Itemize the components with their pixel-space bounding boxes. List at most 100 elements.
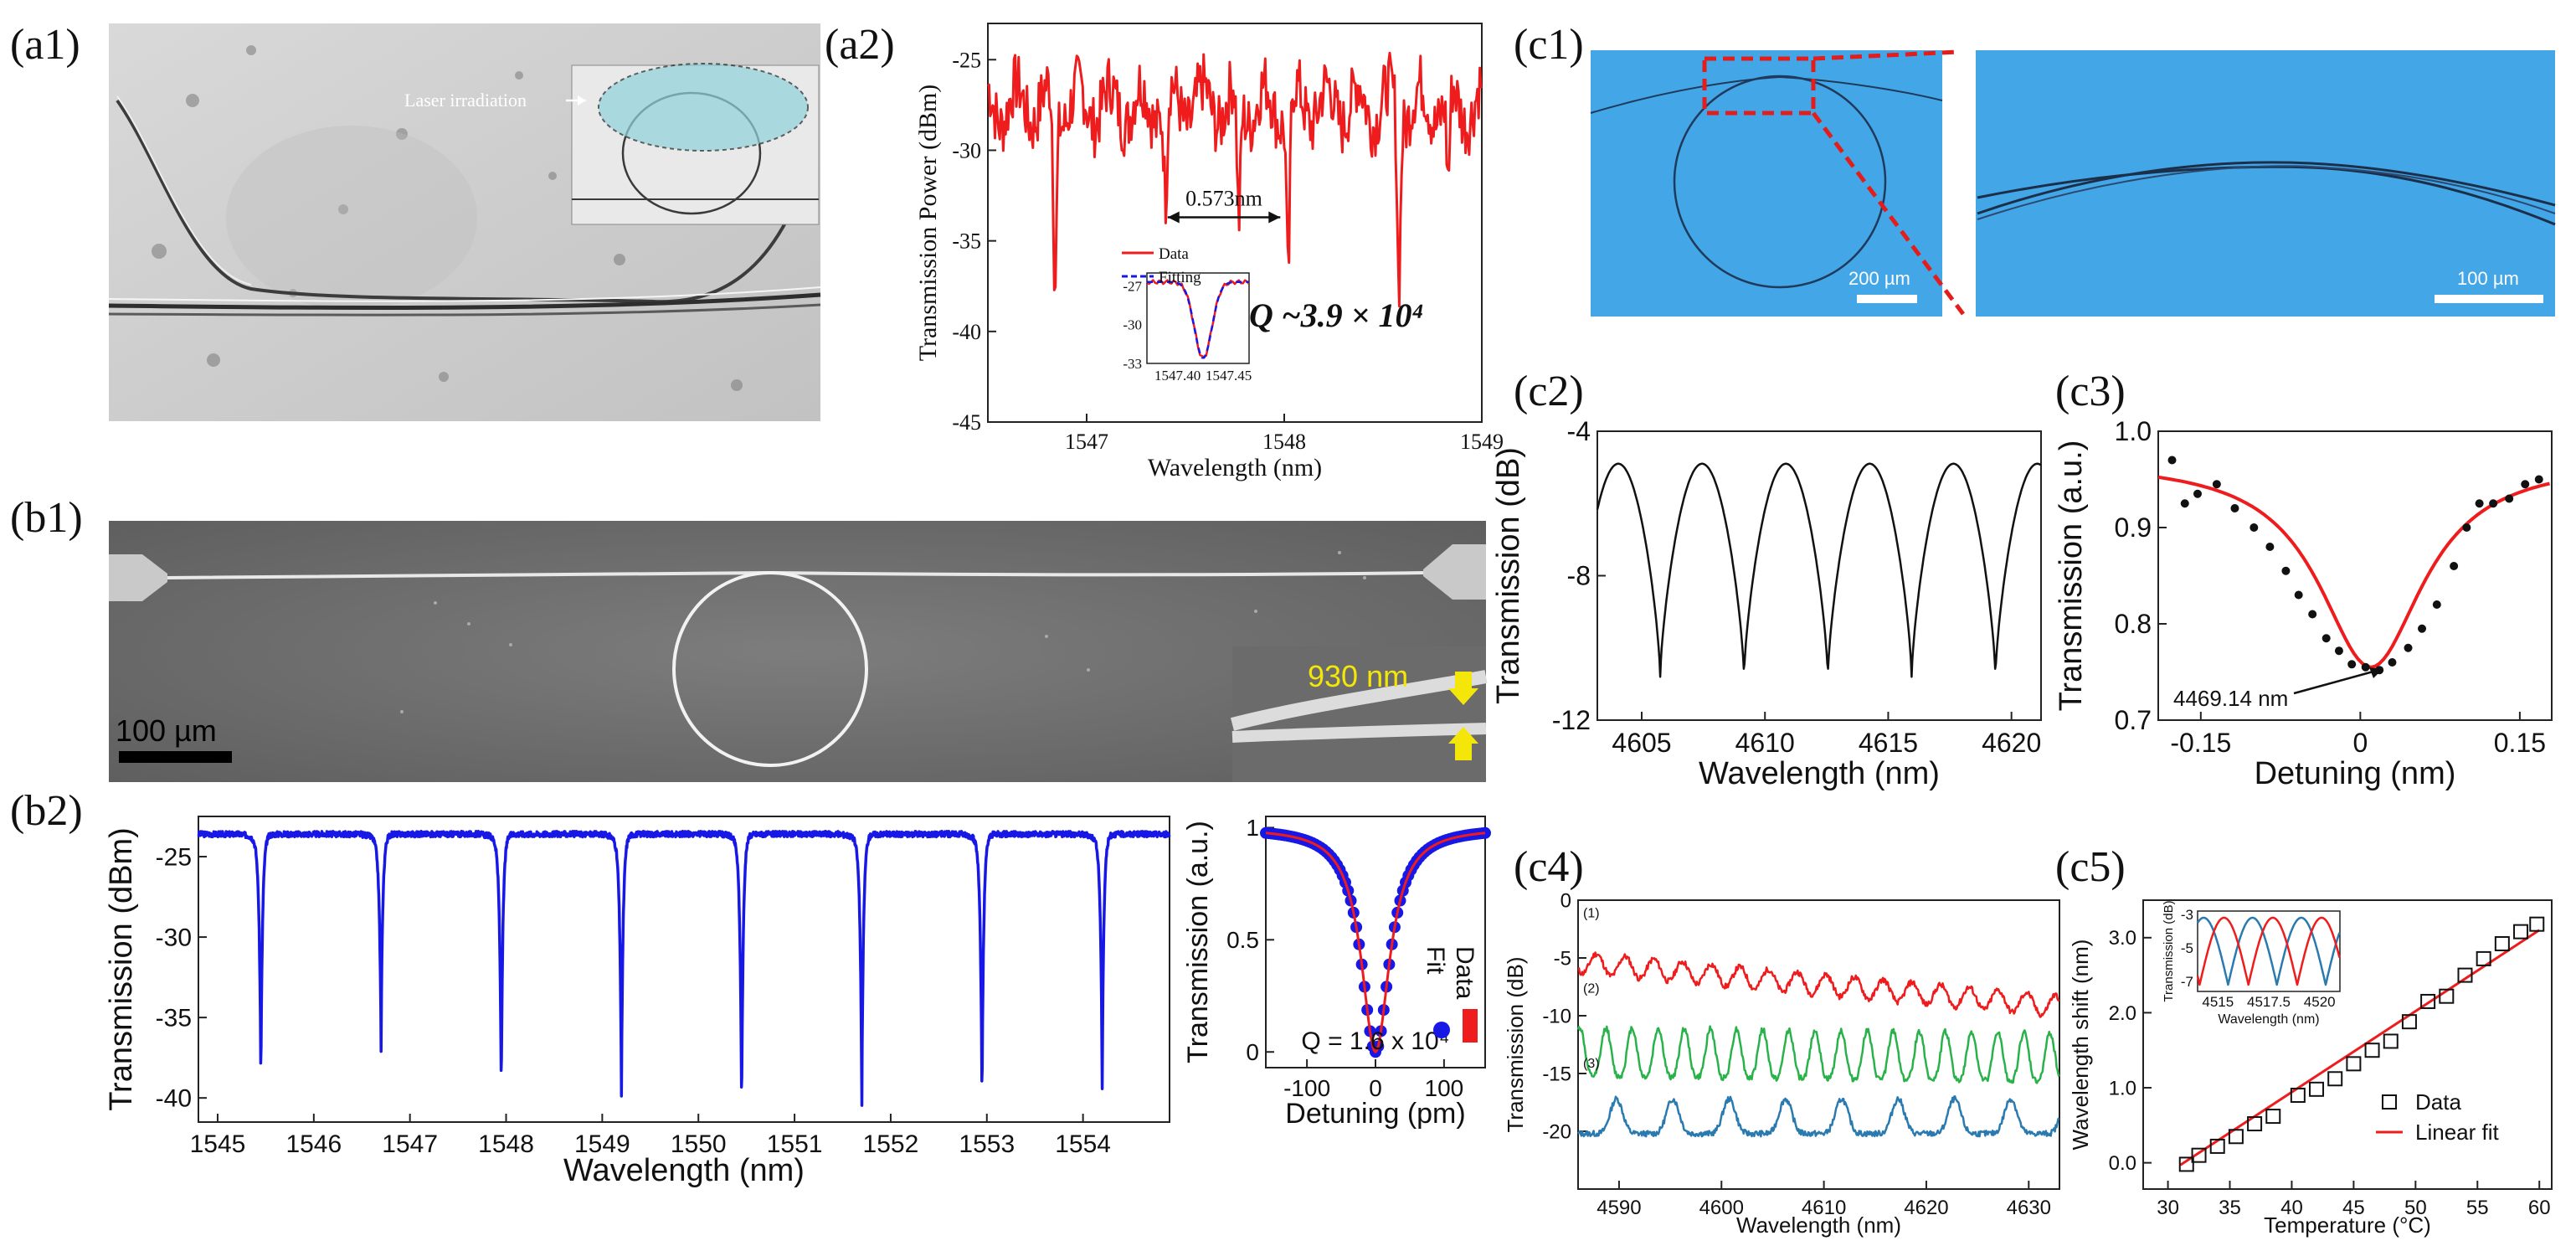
c3-data-point [2334,646,2343,656]
c3-data-point [2534,475,2543,484]
b2-q-annotation: Q = 1.6 x 10⁴ [1301,1027,1449,1055]
c3-ytick-label: 1.0 [2115,416,2152,446]
c5-xtick-label: 50 [2404,1197,2427,1219]
a2-inset-xtick-label: 1547.45 [1206,368,1252,384]
a2-inset-data-line [1146,279,1250,358]
c3-data-point [2462,523,2471,532]
c3-ytick-label: 0.8 [2115,609,2152,639]
a2-xtick-label: 1549 [1460,430,1504,454]
a2-arrowhead-right [1268,211,1281,224]
label-c3: (c3) [2055,368,2126,415]
c3-data-point [2167,456,2177,465]
c3-data-point [2347,660,2357,669]
label-c5: (c5) [2055,843,2126,891]
c5-data-point [2401,1014,2417,1030]
b2-left-ytick-label: -35 [156,1005,192,1032]
c3-data-point [2193,489,2202,498]
c4-xtick-label: 4610 [1802,1197,1846,1219]
c5-inset-ylabel: Transmission (dB) [2162,900,2176,1001]
b2-right-xtick-label: -100 [1283,1075,1330,1101]
a2-inset-ytick-label: -30 [1123,317,1142,333]
c3-frame [2157,430,2553,721]
c3-arrow [2293,668,2380,695]
c3-data-point [2404,643,2413,652]
c4-frame [1577,899,2060,1190]
c2-ylabel: Transmission (dB) [1491,447,1526,704]
label-b1: (b1) [10,494,83,542]
c5-data-point [2191,1147,2207,1163]
c3-data-point [2388,658,2397,667]
c4-xtick-label: 4620 [1904,1197,1948,1219]
a2-xlabel: Wavelength (nm) [1148,454,1322,481]
b2-legend-fit: Fit [1422,946,1449,975]
c4-series-label-3: (3) [1583,1057,1600,1071]
a2-ytick-label: -40 [952,320,981,344]
b2-left-axes: 1545 1546 1547 1548 1549 1550 1551 1552 1553 1554… [104,816,1170,1188]
a2-q-annotation: Q ~3.9 × 10⁴ [1249,296,1423,334]
c5-inset-line-2 [2196,916,2341,986]
b2-left-ytick-label: -40 [156,1085,192,1113]
label-b2: (b2) [10,787,83,835]
b2-left-xtick-label: 1551 [767,1130,823,1158]
c5-xtick-label: 55 [2466,1197,2489,1219]
b2-fit-line [1265,832,1486,1053]
c5-xtick-label: 60 [2528,1197,2551,1219]
a2-frame [987,23,1483,423]
c4-xlabel: Wavelength (nm) [1736,1213,1901,1238]
a2-arrowhead-left [1167,211,1180,224]
c3-data-point [2294,590,2303,600]
c3-data-point [2418,624,2427,633]
c5-ytick-label: 1.0 [2109,1077,2136,1099]
c5-inset-xlabel: Wavelength (nm) [2218,1012,2319,1027]
c2-xtick-label: 4610 [1735,728,1795,758]
c5-ytick-label: 3.0 [2109,927,2136,950]
a2-fsr-label: 0.573nm [1185,187,1262,211]
a2-ylabel: Transmission Power (dBm) [914,85,942,362]
c5-xtick-label: 40 [2280,1197,2303,1219]
c5-data-point [2513,924,2529,940]
c5-inset-ytick-label: -7 [2181,974,2193,990]
c5-inset-ytick-label: -5 [2181,940,2193,956]
c3-data-point [2230,504,2239,512]
a2-series-line [986,51,1483,308]
c5-ytick-label: 0.0 [2109,1152,2136,1175]
c5-data-point [2290,1087,2306,1103]
c5-xtick-label: 30 [2157,1197,2179,1219]
c3-annotation: 4469.14 nm [2173,686,2288,711]
a2-xtick-label: 1547 [1065,430,1108,454]
c4-series-line-1 [1577,951,2060,1018]
c4-xtick-label: 4630 [2007,1197,2051,1219]
label-c2: (c2) [1514,368,1584,415]
label-a1: (a1) [10,21,80,69]
c2-series-line [1596,462,2042,678]
c5-legend-fit: Linear fit [2415,1120,2499,1145]
a2-legend-fit: Fitting [1159,269,1201,286]
label-a2: (a2) [825,21,895,69]
b2-data-point [1479,826,1491,839]
c4-axes: 4590 4600 4610 4620 4630 0 -5 -10 -15 -20 Waveleng… [1503,889,2060,1238]
c3-data-point [2212,480,2221,489]
c1-scale-right: 100 µm [2457,268,2519,289]
c5-legend-data: Data [2415,1089,2461,1115]
c4-series-label-1: (1) [1583,907,1600,921]
c5-xtick-label: 45 [2342,1197,2365,1219]
b2-left-xtick-label: 1552 [863,1130,919,1158]
c3-ylabel: Transmission (a.u.) [2054,440,2089,712]
c5-data-point [2247,1116,2263,1132]
c4-ytick-label: -15 [1542,1063,1571,1085]
c4-series-line-2 [1576,1025,2060,1084]
c3-xtick-label: 0 [2352,728,2368,758]
c5-ytick-label: 2.0 [2109,1002,2136,1025]
c1-micrograph: 200 µm 100 µm [1590,49,2556,317]
b2-right-axes: -100 0 100 0 0.5 1 Detuning (pm) Transmission (… [1182,815,1486,1130]
c5-data-point [2178,1156,2194,1172]
c5-fit-line [2179,929,2541,1166]
b2-left-frame [198,816,1170,1123]
c3-data-point [2265,543,2275,551]
c2-xtick-label: 4620 [1982,728,2041,758]
c3-ytick-label: 0.9 [2115,512,2152,543]
b2-legend-data: Data [1451,946,1478,1000]
c5-frame [2142,899,2553,1190]
c5-data-point [2420,993,2436,1009]
